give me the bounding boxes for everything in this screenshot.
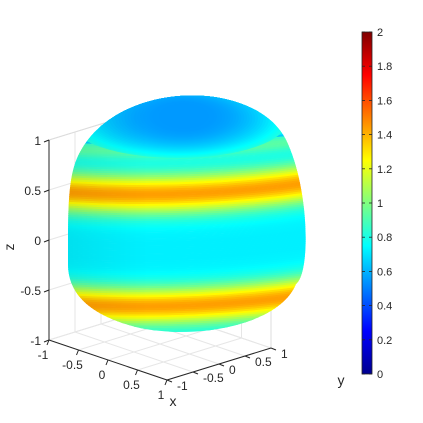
x-tick-mark xyxy=(76,349,79,356)
floor-grid-line xyxy=(137,337,242,371)
colorbar-tick-label: 1.8 xyxy=(377,61,392,73)
z-tick-label: 0 xyxy=(34,234,41,248)
surface-band xyxy=(30,333,330,348)
z-tick-mark xyxy=(43,189,50,193)
y-tick-mark xyxy=(166,379,173,383)
z-tick-mark xyxy=(43,139,50,143)
colorbar-tick-label: 1.6 xyxy=(377,95,392,107)
z-tick-mark xyxy=(43,239,50,243)
y-axis-label: y xyxy=(338,372,345,388)
x-tick-label: -1 xyxy=(38,348,49,362)
colorbar-tick-label: 2 xyxy=(377,27,383,39)
y-tick-mark xyxy=(244,355,251,359)
colorbar-tick-label: 0.4 xyxy=(377,301,392,313)
x-tick-mark xyxy=(46,339,50,346)
z-tick-label: 0.5 xyxy=(24,184,41,198)
floor-grid-line xyxy=(100,323,220,365)
x-tick-label: 0 xyxy=(99,368,106,382)
x-tick-mark xyxy=(135,369,138,376)
y-tick-label: 0.5 xyxy=(255,355,272,369)
colorbar-tick-label: 1.4 xyxy=(377,130,392,142)
x-axis-label: x xyxy=(170,393,177,409)
z-tick-label: -0.5 xyxy=(20,284,41,298)
z-tick-mark xyxy=(43,289,50,293)
y-tick-mark xyxy=(192,371,199,375)
x-tick-label: 1 xyxy=(158,388,165,402)
x-tick-label: 0.5 xyxy=(123,378,140,392)
x-tick-label: -0.5 xyxy=(62,358,83,372)
y-tick-label: -0.5 xyxy=(203,371,224,385)
x-tick-mark xyxy=(105,359,109,366)
y-tick-mark xyxy=(218,363,225,367)
y-tick-label: -1 xyxy=(177,379,188,393)
y-tick-label: 0 xyxy=(229,363,236,377)
x-tick-mark xyxy=(164,379,168,386)
z-tick-mark xyxy=(43,339,50,343)
colorbar: 0 0.2 0.4 0.6 0.8 1 1.2 1.4 1.6 1.8 2 xyxy=(361,27,392,381)
colorbar-tick-label: 0.2 xyxy=(377,335,392,347)
colorbar-tick-label: 1 xyxy=(377,198,383,210)
z-tick-label: -1 xyxy=(30,334,41,348)
y-tick-label: 1 xyxy=(281,347,288,361)
colorbar-tick-label: 1.2 xyxy=(377,164,392,176)
z-axis-label: z xyxy=(1,244,17,251)
colorbar-tick-label: 0.6 xyxy=(377,266,392,278)
z-tick-label: 1 xyxy=(34,134,41,148)
colorbar-tick-label: 0 xyxy=(377,369,383,381)
colorbar-tick-label: 0.8 xyxy=(377,232,392,244)
y-tick-mark xyxy=(270,347,277,351)
